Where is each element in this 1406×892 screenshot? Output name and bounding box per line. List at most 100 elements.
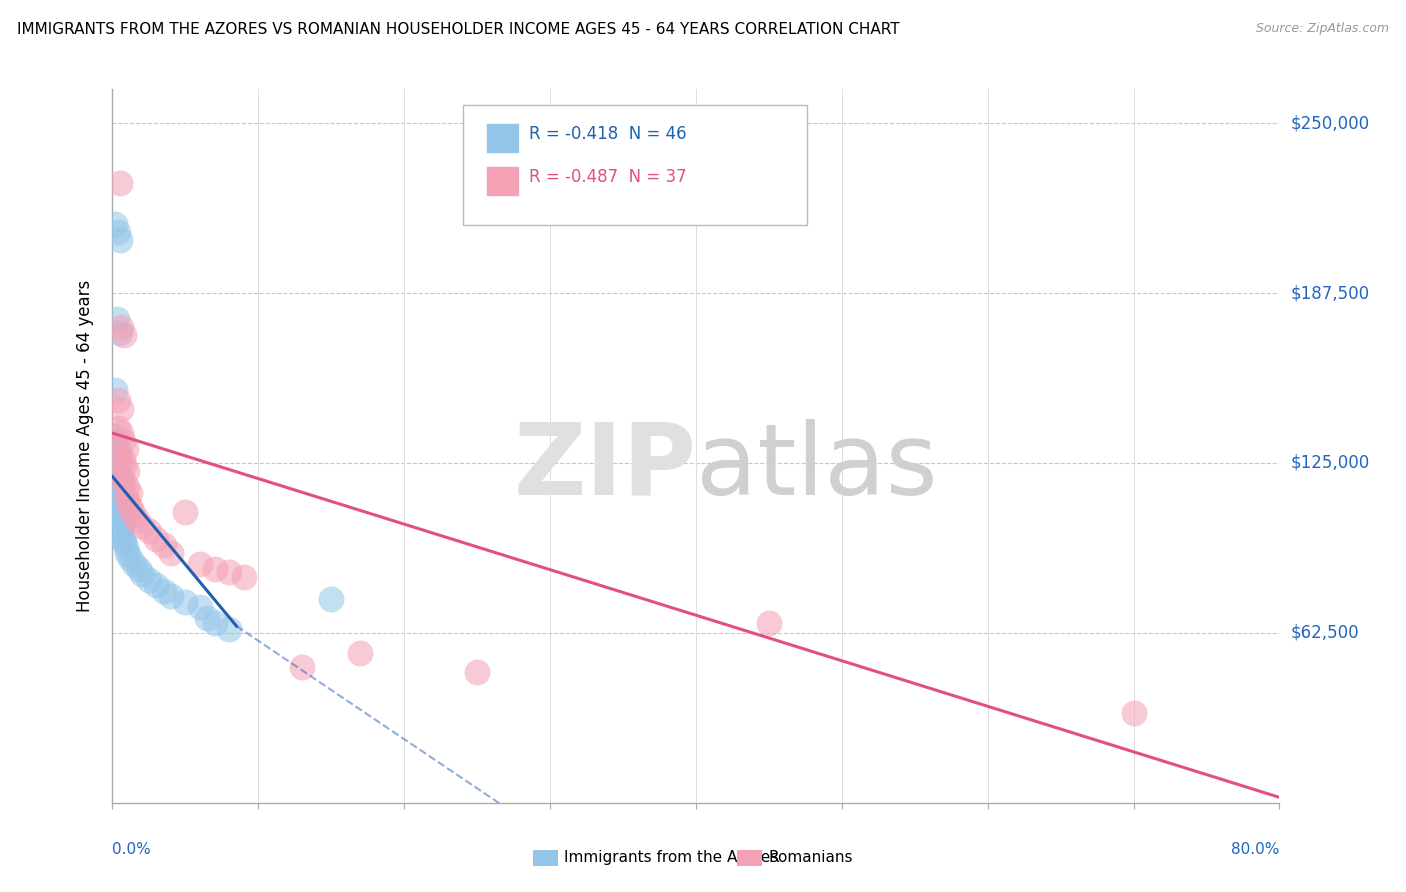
Point	[321, 591, 343, 606]
Point	[152, 537, 174, 551]
Point	[108, 505, 131, 519]
Point	[110, 426, 132, 441]
Point	[131, 518, 153, 533]
Point	[110, 320, 132, 334]
Point	[124, 557, 146, 571]
Point	[112, 534, 135, 549]
Point	[204, 616, 226, 631]
Point	[138, 524, 160, 538]
Point	[349, 646, 371, 660]
Point	[108, 326, 131, 340]
Point	[108, 475, 131, 489]
Point	[108, 448, 131, 462]
Text: R = -0.418  N = 46: R = -0.418 N = 46	[529, 125, 686, 143]
Point	[104, 217, 127, 231]
Point	[108, 176, 131, 190]
Point	[218, 565, 240, 579]
Text: $125,000: $125,000	[1291, 454, 1369, 472]
Point	[218, 622, 240, 636]
Text: Romanians: Romanians	[768, 850, 853, 865]
Point	[111, 532, 134, 546]
Point	[145, 532, 167, 546]
Point	[110, 526, 132, 541]
Point	[112, 458, 135, 473]
Point	[105, 312, 128, 326]
Point	[160, 546, 183, 560]
Point	[114, 491, 136, 506]
Point	[195, 611, 218, 625]
Point	[110, 469, 132, 483]
Text: 80.0%: 80.0%	[1232, 842, 1279, 857]
Point	[138, 573, 160, 587]
Bar	[737, 850, 762, 865]
Point	[108, 233, 131, 247]
Bar	[486, 123, 519, 153]
Point	[115, 546, 138, 560]
Point	[188, 557, 211, 571]
Point	[291, 660, 314, 674]
Text: $62,500: $62,500	[1291, 624, 1360, 642]
Point	[115, 480, 138, 494]
Point	[108, 489, 131, 503]
Point	[124, 508, 146, 522]
Text: atlas: atlas	[696, 419, 938, 516]
Point	[110, 477, 132, 491]
Point	[112, 516, 135, 530]
Text: ZIP: ZIP	[513, 419, 696, 516]
Point	[117, 497, 139, 511]
Point	[758, 616, 780, 631]
Point	[104, 383, 127, 397]
Point	[105, 440, 128, 454]
Point	[127, 513, 149, 527]
Point	[174, 505, 197, 519]
Text: 0.0%: 0.0%	[112, 842, 152, 857]
Point	[110, 401, 132, 416]
Point	[115, 464, 138, 478]
Point	[107, 502, 129, 516]
Point	[131, 567, 153, 582]
Point	[465, 665, 488, 680]
Point	[128, 562, 150, 576]
Point	[110, 508, 132, 522]
Point	[105, 448, 128, 462]
Point	[1122, 706, 1144, 720]
Text: $187,500: $187,500	[1291, 284, 1369, 302]
Point	[145, 578, 167, 592]
Bar	[533, 850, 558, 865]
Point	[107, 486, 129, 500]
Text: IMMIGRANTS FROM THE AZORES VS ROMANIAN HOUSEHOLDER INCOME AGES 45 - 64 YEARS COR: IMMIGRANTS FROM THE AZORES VS ROMANIAN H…	[17, 22, 900, 37]
Point	[204, 562, 226, 576]
Point	[104, 464, 127, 478]
Point	[111, 453, 134, 467]
Point	[111, 434, 134, 449]
Point	[103, 429, 125, 443]
Point	[107, 420, 129, 434]
Point	[160, 589, 183, 603]
Point	[174, 594, 197, 608]
Y-axis label: Householder Income Ages 45 - 64 years: Householder Income Ages 45 - 64 years	[76, 280, 94, 612]
Point	[110, 491, 132, 506]
Point	[120, 502, 142, 516]
Point	[105, 483, 128, 498]
Point	[107, 225, 129, 239]
Point	[104, 434, 127, 449]
Bar	[486, 166, 519, 196]
Point	[118, 551, 141, 566]
Point	[188, 600, 211, 615]
Point	[107, 393, 129, 408]
Text: R = -0.487  N = 37: R = -0.487 N = 37	[529, 168, 686, 186]
Point	[107, 472, 129, 486]
Point	[105, 467, 128, 481]
Point	[111, 497, 134, 511]
Text: Immigrants from the Azores: Immigrants from the Azores	[564, 850, 779, 865]
Text: $250,000: $250,000	[1291, 114, 1369, 132]
Point	[118, 486, 141, 500]
Point	[232, 570, 254, 584]
Point	[114, 541, 136, 555]
Text: Source: ZipAtlas.com: Source: ZipAtlas.com	[1256, 22, 1389, 36]
Point	[112, 475, 135, 489]
Point	[111, 513, 134, 527]
Point	[152, 583, 174, 598]
Point	[108, 524, 131, 538]
FancyBboxPatch shape	[463, 105, 807, 225]
